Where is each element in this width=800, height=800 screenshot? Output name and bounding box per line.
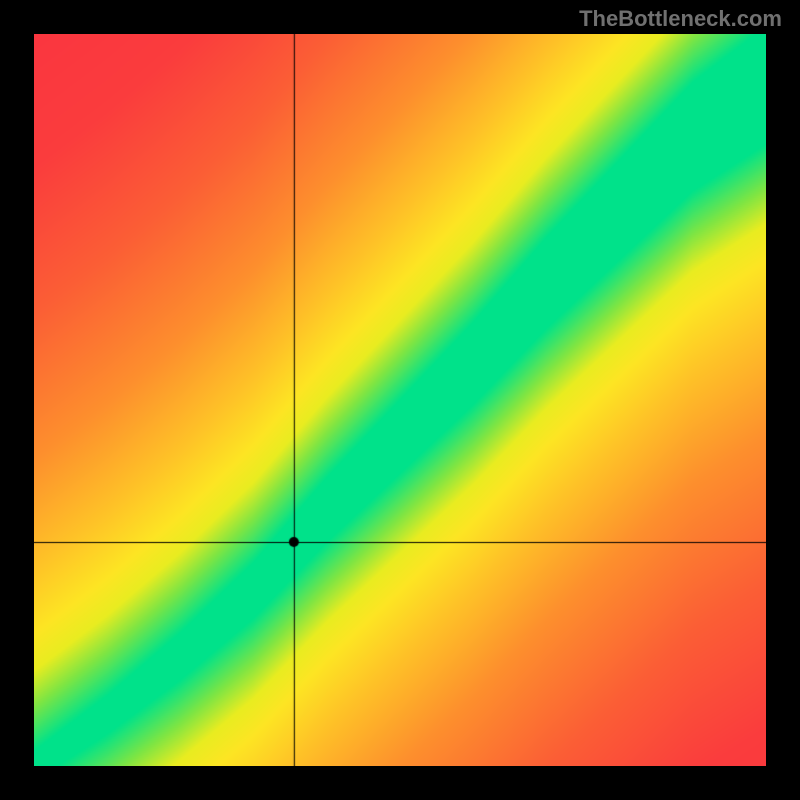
heatmap-canvas bbox=[34, 34, 766, 766]
watermark-text: TheBottleneck.com bbox=[579, 6, 782, 32]
bottleneck-heatmap bbox=[34, 34, 766, 766]
